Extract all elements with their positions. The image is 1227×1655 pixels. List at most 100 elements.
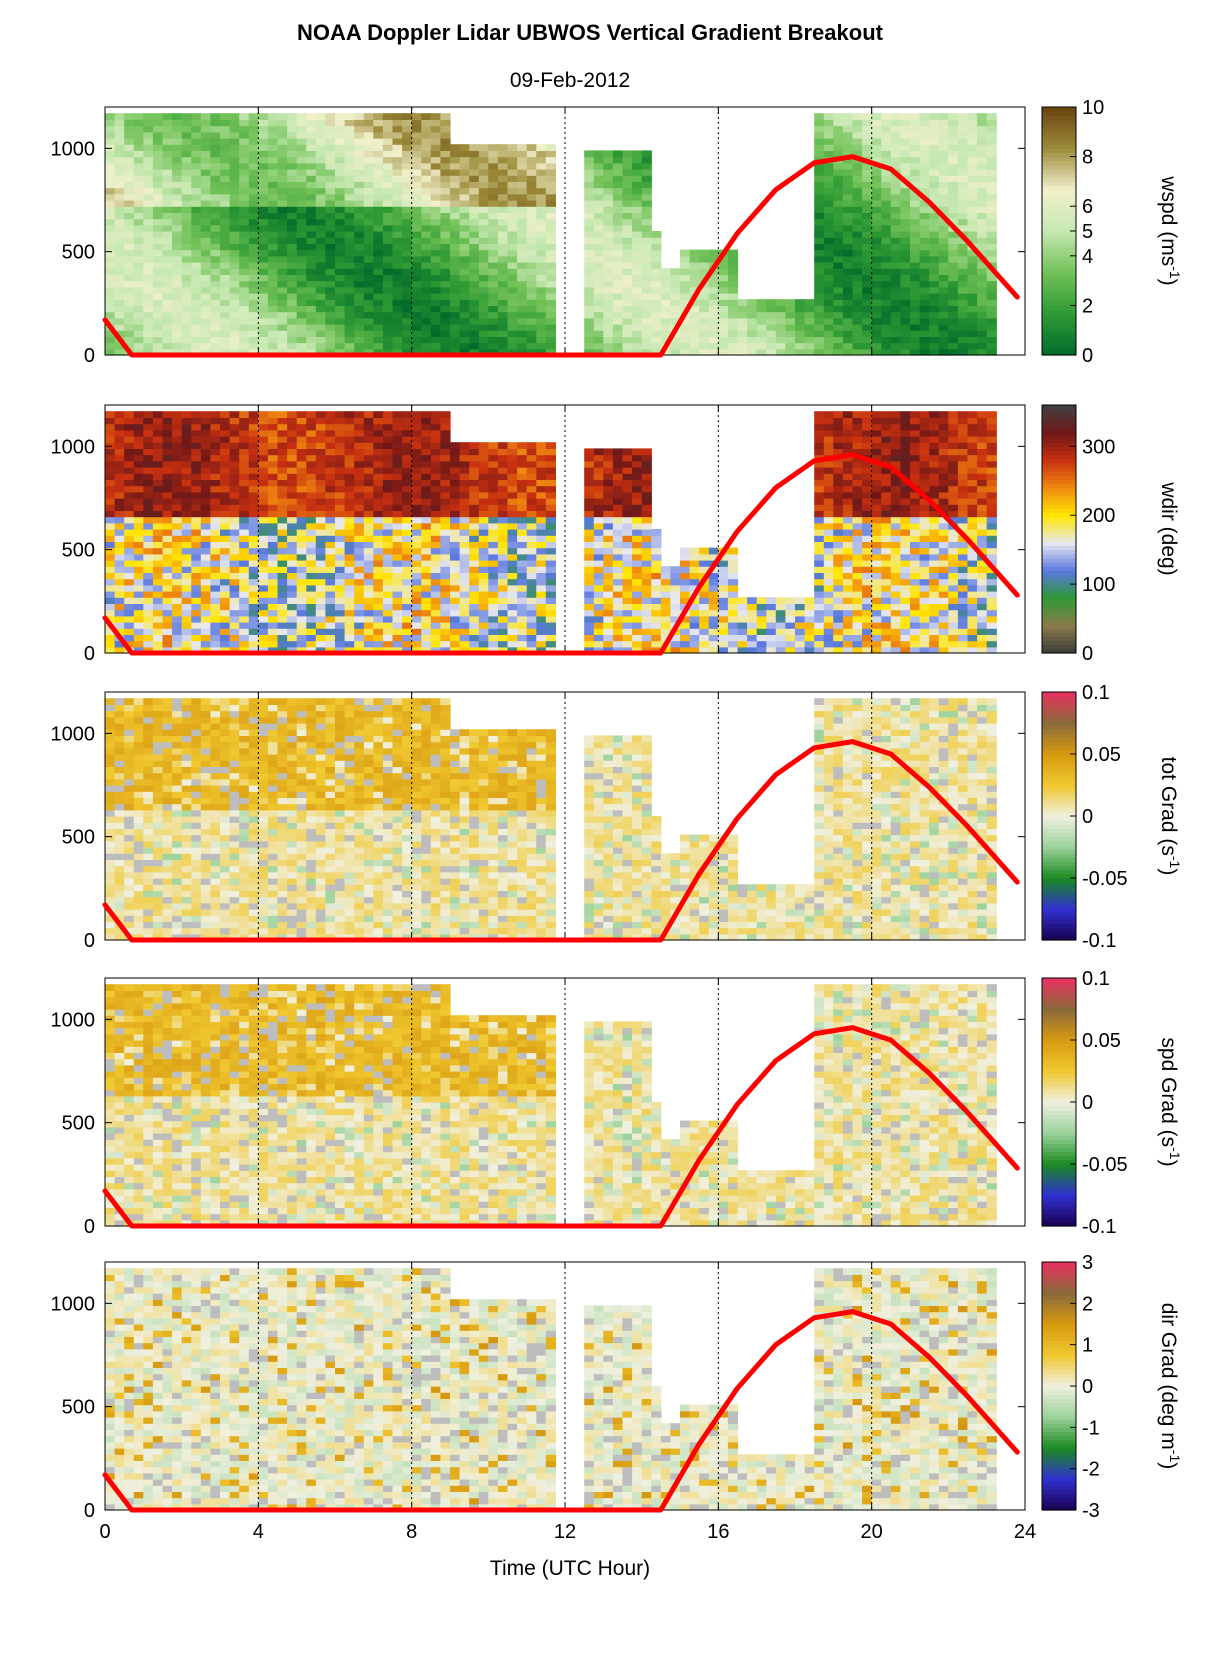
heatmap-cell xyxy=(795,305,806,313)
heatmap-cell xyxy=(430,255,441,263)
heatmap-cell xyxy=(210,125,221,133)
heatmap-cell xyxy=(603,156,614,164)
colorbar-step xyxy=(1042,276,1076,282)
heatmap-cell xyxy=(114,286,125,294)
heatmap-cell xyxy=(986,317,997,325)
heatmap-cell xyxy=(545,615,556,623)
heatmap-cell xyxy=(277,348,288,356)
heatmap-cell xyxy=(172,634,183,642)
heatmap-cell xyxy=(852,280,863,288)
heatmap-cell xyxy=(814,212,825,220)
heatmap-cell xyxy=(392,336,403,344)
heatmap-cell xyxy=(248,169,259,176)
heatmap-cell xyxy=(239,156,250,164)
heatmap-cell xyxy=(622,224,633,232)
heatmap-cell xyxy=(296,640,307,648)
heatmap-cell xyxy=(890,237,901,244)
heatmap-cell xyxy=(124,268,135,275)
heatmap-cell xyxy=(143,597,154,604)
heatmap-cell xyxy=(478,193,489,201)
heatmap-cell xyxy=(210,479,221,487)
heatmap-cell xyxy=(478,330,489,337)
heatmap-cell xyxy=(210,131,221,139)
heatmap-cell xyxy=(852,231,863,238)
heatmap-cell xyxy=(842,224,854,232)
heatmap-cell xyxy=(526,224,537,232)
heatmap-cell xyxy=(306,144,317,151)
heatmap-cell xyxy=(421,311,432,319)
heatmap-cell xyxy=(823,187,834,195)
heatmap-cell xyxy=(287,131,298,139)
heatmap-cell xyxy=(210,330,221,337)
heatmap-cell xyxy=(306,423,317,431)
heatmap-cell xyxy=(411,336,422,344)
heatmap-cell xyxy=(114,547,125,555)
heatmap-cell xyxy=(622,249,633,257)
heatmap-cell xyxy=(440,491,451,499)
heatmap-cell xyxy=(402,237,413,244)
heatmap-cell xyxy=(315,646,326,654)
heatmap-cell xyxy=(593,479,604,487)
heatmap-cell xyxy=(296,299,307,306)
heatmap-cell xyxy=(392,473,403,480)
heatmap-cell xyxy=(277,504,288,511)
heatmap-cell xyxy=(239,541,250,549)
heatmap-cell xyxy=(162,479,173,487)
heatmap-cell xyxy=(267,249,279,257)
heatmap-cell xyxy=(325,560,336,567)
heatmap-cell xyxy=(612,541,624,549)
heatmap-cell xyxy=(363,336,374,344)
heatmap-cell xyxy=(632,162,643,170)
heatmap-cell xyxy=(200,237,211,244)
heatmap-cell xyxy=(833,324,844,331)
heatmap-cell xyxy=(536,249,547,257)
heatmap-cell xyxy=(900,280,911,288)
heatmap-cell xyxy=(430,249,441,257)
heatmap-cell xyxy=(584,572,595,580)
heatmap-cell xyxy=(124,113,135,120)
heatmap-cell xyxy=(392,411,403,418)
heatmap-cell xyxy=(526,231,537,238)
heatmap-cell xyxy=(507,640,518,648)
heatmap-cell xyxy=(105,330,116,337)
heatmap-cell xyxy=(162,516,173,524)
heatmap-cell xyxy=(315,553,326,561)
heatmap-cell xyxy=(450,224,461,232)
heatmap-cell xyxy=(152,286,164,294)
heatmap-cell xyxy=(124,131,135,139)
heatmap-cell xyxy=(124,597,135,604)
heatmap-cell xyxy=(162,467,173,474)
heatmap-cell xyxy=(833,206,844,213)
heatmap-cell xyxy=(325,262,336,269)
heatmap-cell xyxy=(105,200,116,207)
heatmap-cell xyxy=(267,578,279,586)
heatmap-cell xyxy=(402,584,413,592)
heatmap-cell xyxy=(919,150,930,158)
heatmap-cell xyxy=(363,609,374,617)
heatmap-cell xyxy=(191,640,202,648)
heatmap-cell xyxy=(239,646,250,654)
heatmap-cell xyxy=(478,584,489,592)
heatmap-cell xyxy=(133,218,144,226)
heatmap-cell xyxy=(162,193,173,201)
heatmap-cell xyxy=(143,317,154,325)
heatmap-cell xyxy=(248,473,259,480)
heatmap-cell xyxy=(910,144,921,151)
heatmap-cell xyxy=(421,262,432,269)
heatmap-cell xyxy=(478,200,489,207)
heatmap-cell xyxy=(220,342,231,350)
heatmap-cell xyxy=(354,144,365,151)
heatmap-cell xyxy=(440,231,451,238)
heatmap-cell xyxy=(239,423,250,431)
heatmap-cell xyxy=(459,249,470,257)
heatmap-cell xyxy=(536,206,547,213)
heatmap-cell xyxy=(200,560,211,567)
heatmap-cell xyxy=(306,348,317,356)
heatmap-cell xyxy=(430,144,441,151)
heatmap-cell xyxy=(612,578,624,586)
heatmap-cell xyxy=(258,522,269,530)
heatmap-cell xyxy=(507,255,518,263)
heatmap-cell xyxy=(593,603,604,611)
